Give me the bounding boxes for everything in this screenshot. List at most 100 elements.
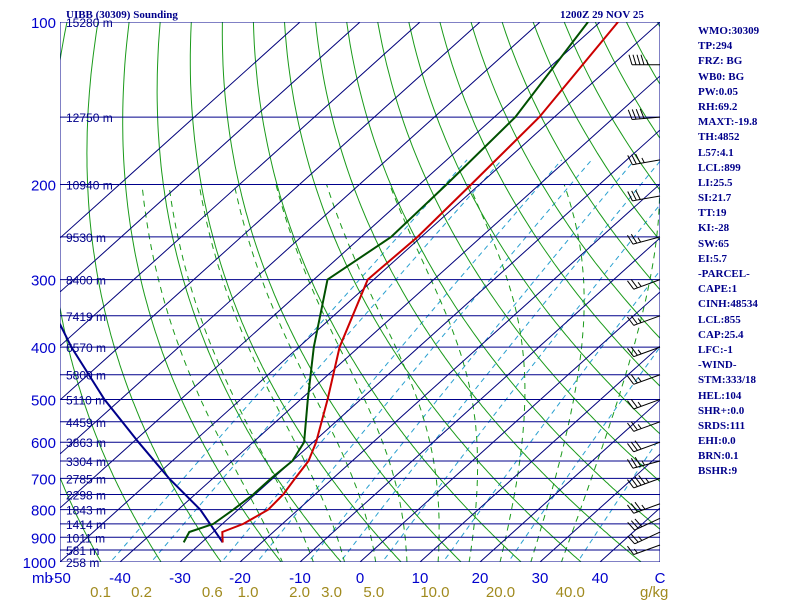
- index-item: BRN:0.1: [698, 450, 739, 463]
- isotherm: [539, 453, 660, 562]
- isotherm: [299, 237, 660, 562]
- height-label: 5110 m: [66, 393, 105, 407]
- wind-barb-flag: [627, 234, 634, 245]
- moist-adiabat: [198, 184, 346, 562]
- chart-time: 1200Z 29 NOV 25: [560, 9, 644, 21]
- temperature-tick-label: 20: [472, 570, 489, 587]
- index-item: SRDS:111: [698, 419, 746, 432]
- wind-barb-flag: [638, 475, 646, 485]
- index-item: SW:65: [698, 237, 730, 250]
- height-label: 10940 m: [66, 179, 113, 193]
- dry-adiabat: [60, 476, 102, 562]
- wind-barb-staff: [632, 195, 661, 202]
- isotherm: [599, 507, 660, 562]
- wind-barb-staff: [633, 398, 661, 410]
- dry-adiabat: [766, 0, 800, 573]
- wind-barb-staff: [633, 315, 661, 326]
- pressure-tick-label: 400: [31, 340, 56, 357]
- mixing-ratio-tick-label: 0.2: [131, 584, 152, 600]
- wind-barb-flag: [634, 476, 642, 486]
- mixing-ratio-tick-label: 0.6: [202, 584, 223, 600]
- dry-adiabat: [189, 22, 402, 562]
- height-label: 1414 m: [66, 518, 106, 532]
- height-label: 12750 m: [66, 111, 113, 125]
- wind-barb: [627, 501, 661, 514]
- isotherm: [119, 75, 660, 562]
- wind-barb-half-flag: [637, 237, 642, 243]
- wind-barb-half-flag: [641, 460, 645, 466]
- wind-barb: [627, 315, 661, 326]
- wind-barb-staff: [632, 159, 661, 166]
- temperature-profile: [221, 22, 619, 543]
- height-label: 4459 m: [66, 416, 106, 430]
- height-label: 9530 m: [66, 231, 106, 245]
- height-label: 15280 m: [66, 16, 113, 30]
- wind-barb-flag: [627, 400, 635, 410]
- wind-barb-half-flag: [641, 157, 645, 163]
- mixing-ratio-line: [307, 159, 636, 562]
- wind-barb-flag: [630, 279, 638, 289]
- index-item: TP:294: [698, 40, 733, 53]
- index-item: L57:4.1: [698, 146, 734, 159]
- wind-barb-half-flag: [646, 59, 649, 65]
- wind-barb: [627, 517, 661, 531]
- pressure-tick-label: 700: [31, 471, 56, 488]
- isotherm: [359, 291, 660, 562]
- wind-barb: [627, 475, 661, 489]
- index-item: CAPE:1: [698, 283, 738, 296]
- wind-barb-flag: [634, 440, 642, 450]
- dry-adiabat: [60, 22, 162, 562]
- mixing-ratio-unit-label: g/kg: [640, 584, 668, 600]
- wind-barb: [627, 108, 661, 121]
- wind-barb: [627, 457, 661, 469]
- isotherms: [60, 22, 660, 562]
- index-item: BSHR:9: [698, 465, 738, 478]
- moist-adiabat: [560, 184, 660, 562]
- temperature-tick-label: 40: [592, 570, 609, 587]
- wind-barb: [627, 374, 661, 385]
- pressure-tick-label: 200: [31, 178, 56, 195]
- wind-barb: [627, 531, 661, 545]
- moist-adiabat: [326, 184, 440, 562]
- wind-barb-flag: [630, 374, 638, 384]
- height-label: 6570 m: [66, 341, 106, 355]
- index-item: LCL:899: [698, 161, 741, 174]
- wind-barb: [627, 544, 661, 556]
- moist-adiabat: [168, 184, 314, 562]
- height-label: 581 m: [66, 544, 99, 558]
- pressure-tick-label: 100: [31, 15, 56, 32]
- wind-barb-staff: [632, 236, 661, 245]
- wind-barb-staff: [632, 116, 661, 121]
- isotherm: [60, 22, 601, 509]
- wind-barb-flag: [640, 54, 645, 65]
- wind-barb-flag: [635, 108, 641, 120]
- wind-barb-flag: [632, 54, 637, 65]
- wind-barb-flag: [634, 501, 642, 511]
- isotherm: [179, 129, 660, 562]
- isotherm: [60, 22, 301, 239]
- wind-barb-flag: [630, 520, 639, 529]
- index-item: HEL:104: [698, 389, 742, 402]
- index-item: MAXT:-19.8: [698, 116, 758, 129]
- wind-barb-flag: [630, 503, 638, 513]
- wind-barb-staff: [632, 460, 661, 469]
- pressure-tick-label: 800: [31, 503, 56, 520]
- index-item: WMO:30309: [698, 25, 760, 37]
- wind-barb-staff: [633, 503, 661, 514]
- wind-barb-flag: [634, 518, 643, 528]
- temperature-tick-label: 0: [356, 570, 364, 587]
- wind-barb-flag: [631, 190, 637, 201]
- wind-barb-staff: [633, 346, 661, 358]
- wind-barb-flag: [630, 346, 638, 356]
- height-label: 1011 m: [66, 531, 105, 545]
- isotherm: [479, 399, 660, 562]
- wind-barb-flag: [630, 233, 638, 244]
- isotherm: [239, 183, 660, 562]
- isotherm: [60, 22, 481, 401]
- wind-barb-half-flag: [645, 477, 650, 483]
- isotherm: [419, 345, 660, 562]
- wind-barb-half-flag: [641, 504, 646, 510]
- height-label: 7419 m: [66, 310, 106, 324]
- wind-barb-flag: [627, 316, 635, 326]
- pressure-tick-label: 600: [31, 435, 56, 452]
